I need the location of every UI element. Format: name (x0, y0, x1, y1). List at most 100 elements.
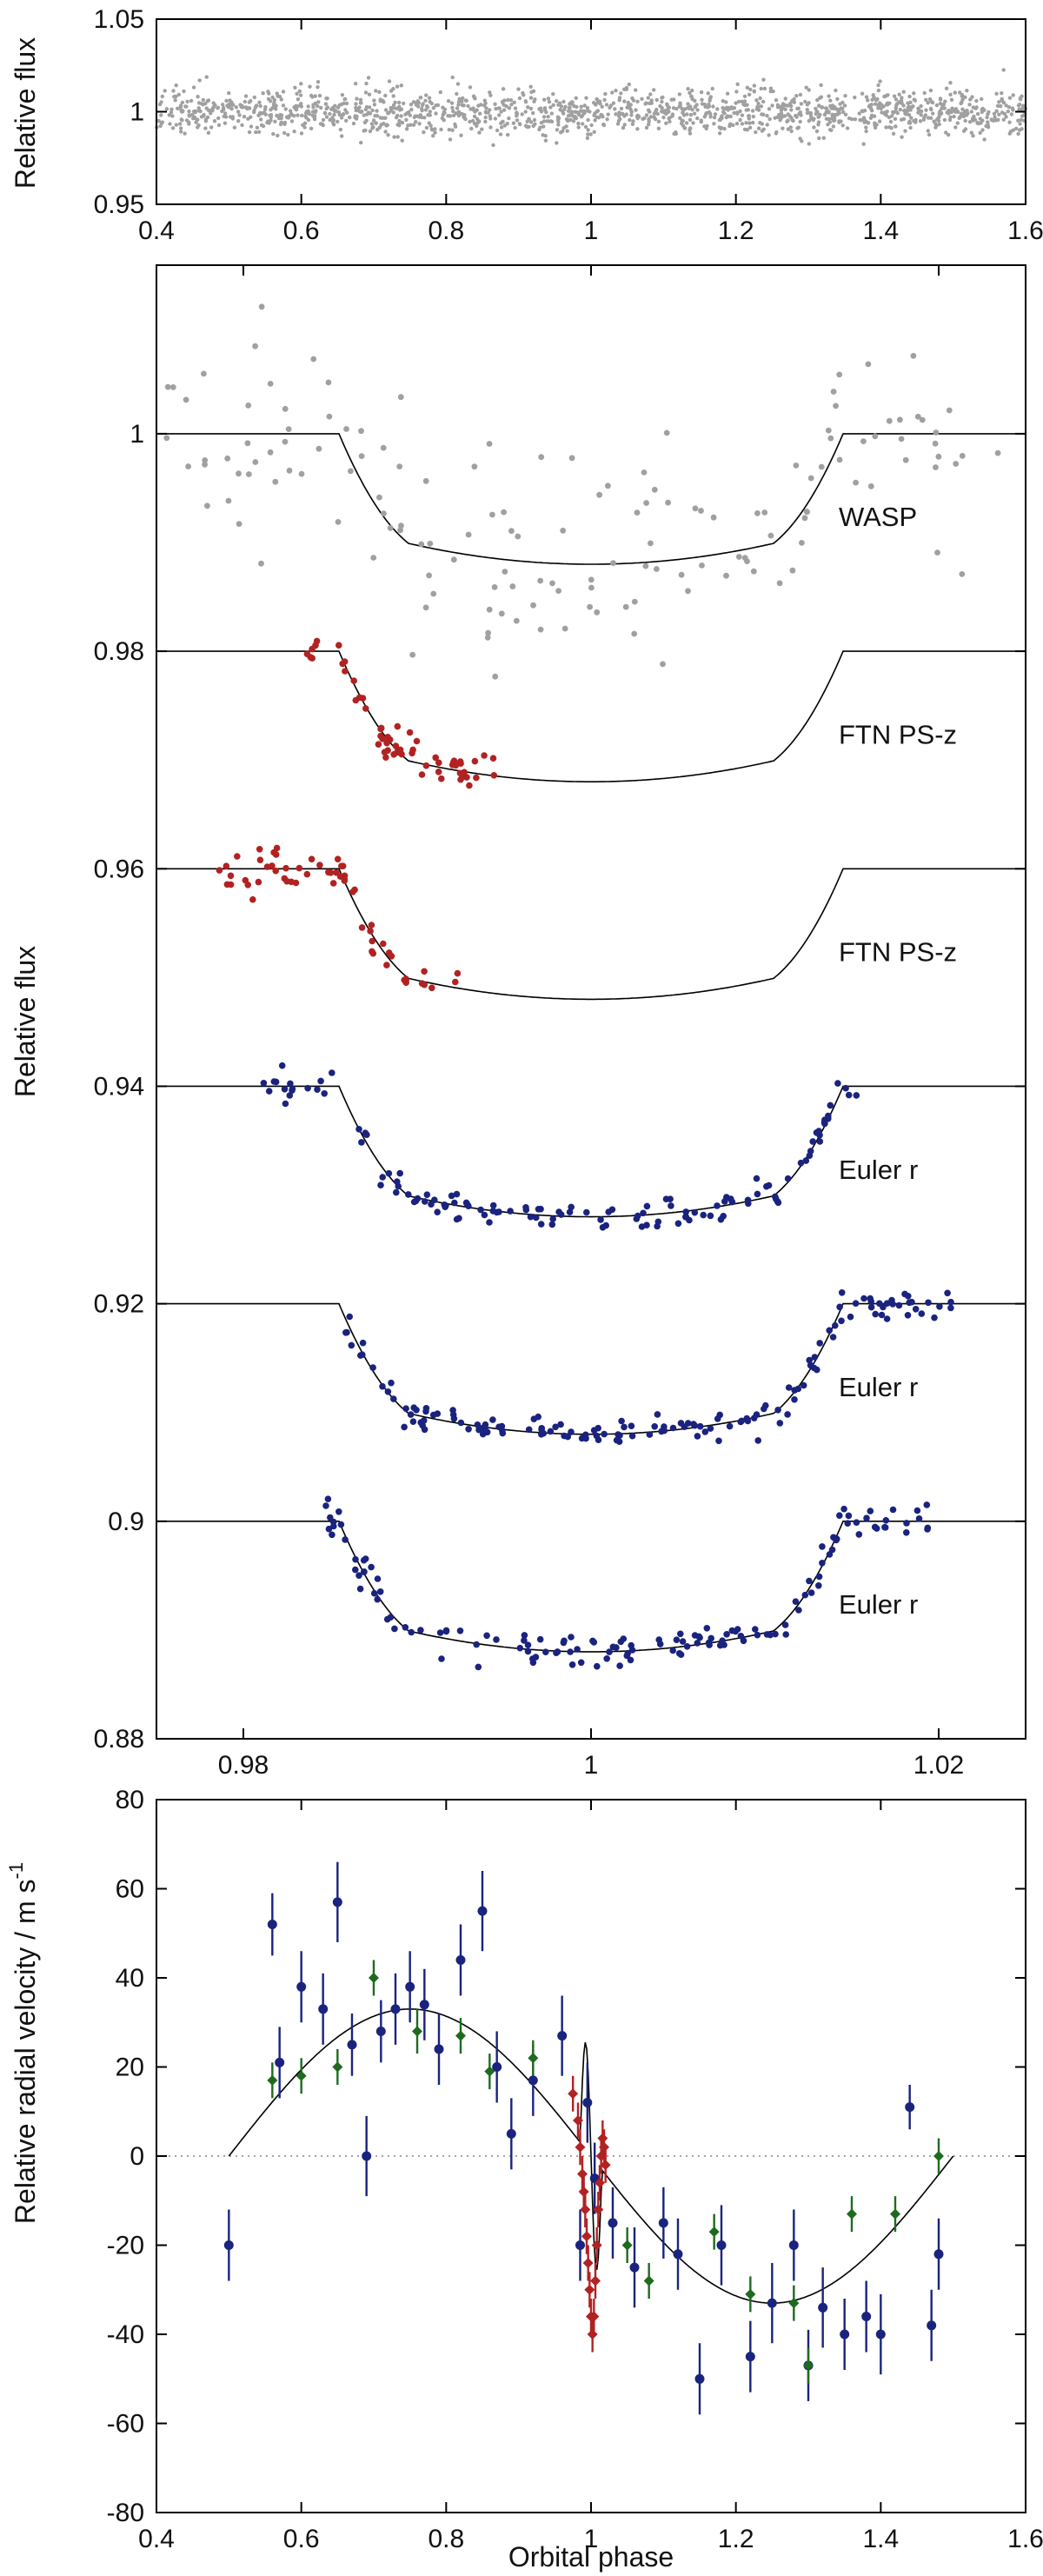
top-data-point (606, 112, 610, 116)
middle-y-tick-label: 0.94 (94, 1072, 144, 1101)
top-data-point (874, 98, 879, 103)
top-data-point (994, 109, 999, 113)
top-data-point (880, 110, 884, 115)
model-line-6 (156, 1521, 1026, 1653)
data-point (282, 405, 289, 412)
top-data-point (242, 115, 247, 119)
data-point (408, 1628, 415, 1636)
top-data-point (744, 108, 748, 112)
top-data-point (306, 117, 311, 123)
top-data-point (344, 101, 349, 106)
top-data-point (156, 119, 161, 123)
top-data-point (431, 134, 435, 138)
top-data-point (840, 123, 845, 128)
data-point (396, 1169, 404, 1177)
data-point (461, 769, 468, 775)
data-point (628, 1641, 634, 1649)
data-point (449, 1411, 457, 1418)
top-data-point (708, 95, 713, 99)
data-point (201, 370, 207, 377)
top-data-point (194, 109, 198, 114)
data-point (426, 572, 432, 579)
top-data-point (585, 106, 590, 110)
top-data-point (864, 129, 868, 134)
data-point (501, 509, 507, 516)
rv-point (347, 2040, 357, 2050)
top-data-point (539, 121, 544, 125)
top-data-point (513, 125, 517, 130)
data-point (797, 1159, 805, 1167)
top-data-point (622, 123, 627, 127)
rv-point (528, 2075, 538, 2086)
top-data-point (1001, 117, 1006, 122)
top-data-point (203, 126, 208, 130)
top-data-point (916, 106, 920, 111)
top-data-point (665, 102, 669, 107)
top-data-point (462, 103, 466, 108)
top-data-point (688, 128, 692, 132)
data-point (933, 464, 939, 470)
top-data-point (541, 115, 547, 119)
bottom-y-tick-label: -80 (107, 2499, 144, 2527)
top-data-point (527, 116, 531, 121)
top-data-point (926, 116, 931, 120)
top-data-point (355, 97, 359, 101)
data-point (282, 864, 289, 872)
top-data-point (774, 98, 779, 103)
top-x-tick-label: 1 (584, 216, 599, 245)
data-point (685, 588, 691, 595)
top-data-point (827, 94, 831, 98)
top-data-point (506, 97, 510, 103)
top-data-point (767, 107, 772, 111)
data-point (806, 1356, 813, 1364)
top-data-point (861, 142, 866, 146)
middle-y-tick-label: 0.92 (94, 1290, 144, 1319)
data-point (343, 426, 349, 432)
top-data-point (502, 98, 507, 103)
data-point (246, 471, 252, 477)
top-data-point (957, 116, 961, 120)
data-point (474, 1421, 482, 1428)
top-data-point (493, 102, 497, 107)
top-data-point (1006, 105, 1012, 110)
data-point (555, 588, 561, 594)
top-data-point (370, 108, 375, 113)
top-data-point (894, 106, 899, 110)
top-data-point (779, 111, 784, 116)
rv-point (927, 2320, 937, 2331)
top-data-point (255, 125, 260, 130)
data-point (555, 1208, 562, 1215)
top-data-point (682, 126, 688, 130)
top-data-point (826, 123, 830, 127)
data-point (308, 855, 316, 862)
top-data-point (904, 112, 908, 116)
top-data-point (736, 99, 741, 104)
data-point (717, 1215, 725, 1223)
data-point (723, 1631, 730, 1638)
top-data-point (528, 96, 534, 100)
top-data-point (159, 113, 163, 117)
top-data-point (684, 121, 689, 125)
data-point (616, 1662, 623, 1669)
top-data-point (579, 104, 583, 109)
data-point (387, 1614, 395, 1621)
rv-point (412, 2026, 422, 2037)
top-data-point (699, 90, 704, 95)
top-data-point (561, 111, 566, 116)
top-data-point (614, 89, 618, 93)
top-data-point (942, 117, 947, 123)
top-data-point (206, 98, 211, 103)
data-point (826, 1327, 833, 1335)
data-point (692, 505, 699, 512)
top-data-point (960, 94, 964, 98)
top-data-point (329, 107, 334, 111)
top-data-point (677, 92, 681, 97)
top-data-point (511, 121, 516, 125)
top-data-point (1007, 96, 1013, 100)
top-data-point (953, 125, 958, 130)
top-x-tick-label: 1.4 (862, 216, 899, 245)
top-data-point (738, 109, 742, 114)
top-data-point (201, 97, 205, 103)
rv-ylabel-superscript: -1 (5, 1862, 27, 1880)
top-data-point (909, 116, 913, 120)
